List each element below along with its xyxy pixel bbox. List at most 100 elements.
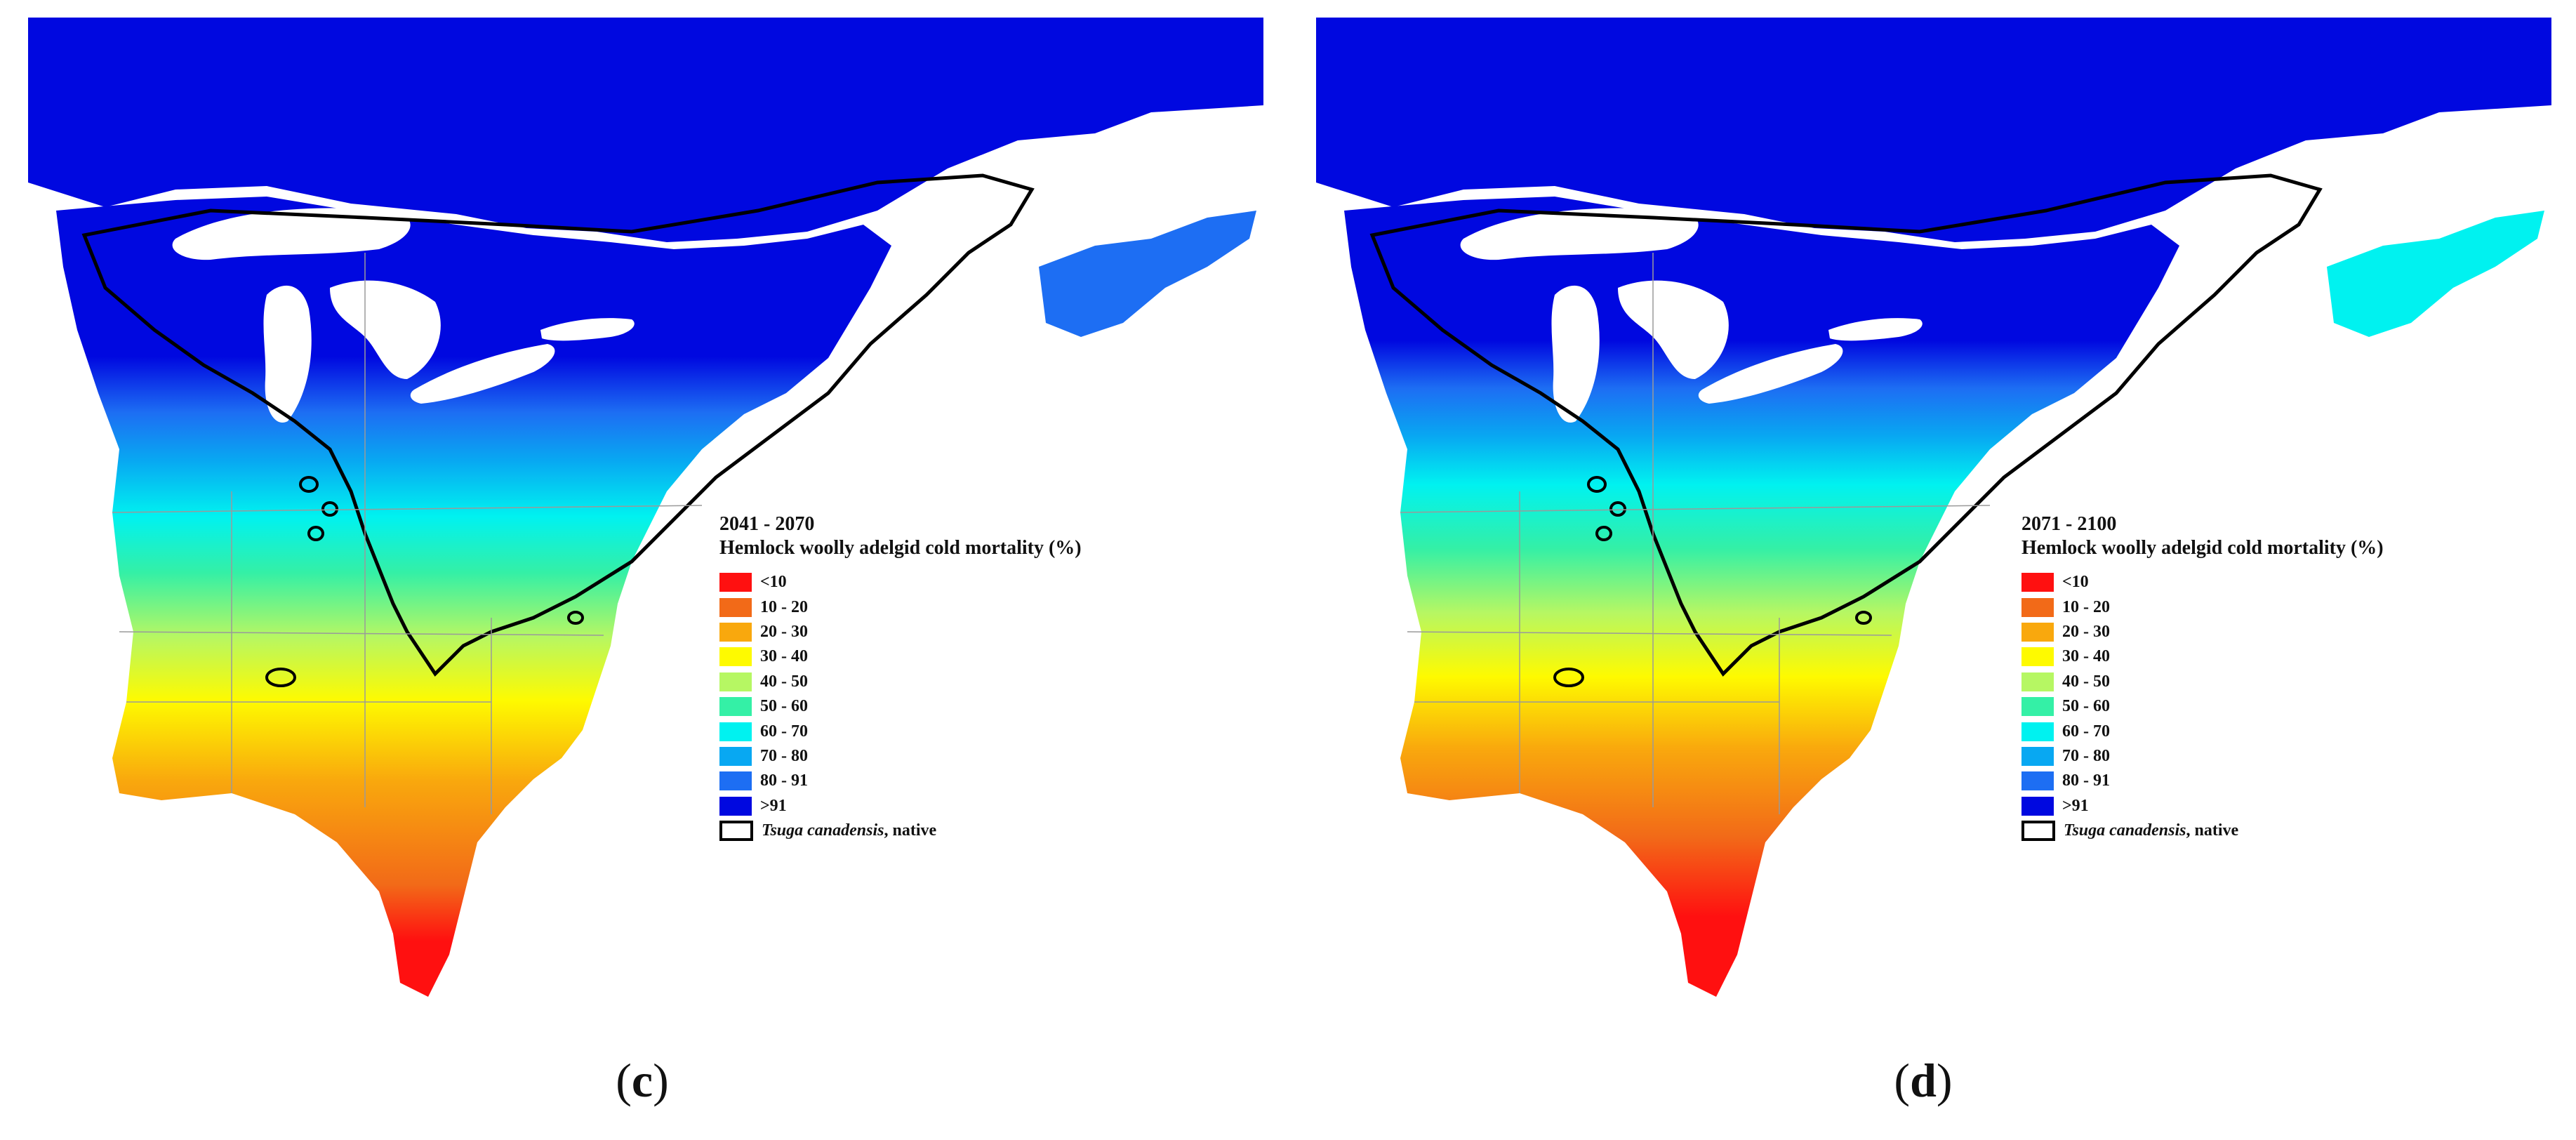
mortality-map-d — [1316, 18, 2551, 997]
maritimes-d — [2327, 211, 2544, 337]
legend-title: Hemlock woolly adelgid cold mortality (%… — [2021, 537, 2384, 559]
lake-erie-c — [410, 344, 555, 404]
native-range-outline-c — [81, 173, 1035, 677]
legend-list: <10 10 - 20 20 - 30 30 - 40 40 - 50 50 - 60 60… — [2021, 570, 2384, 843]
mortality-map-c — [28, 18, 1263, 997]
legend-swatch — [2021, 647, 2054, 667]
legend-item: 60 - 70 — [2021, 719, 2384, 743]
native-range-outline-d — [1369, 173, 2323, 677]
legend-item: 20 - 30 — [2021, 620, 2384, 644]
state-borders-d — [1400, 253, 1991, 814]
legend-label: 60 - 70 — [760, 722, 808, 741]
legend-swatch — [2021, 771, 2054, 791]
maritimes-c — [1039, 211, 1256, 337]
legend-swatch — [2021, 796, 2054, 816]
legend-label: 10 - 20 — [2062, 597, 2110, 616]
legend-item: 10 - 20 — [2021, 595, 2384, 619]
map-area-c — [0, 0, 1288, 1039]
disjunct-range-c1 — [299, 476, 319, 493]
disjunct-range-d3 — [1595, 526, 1612, 541]
lake-ontario-d — [1828, 318, 1923, 341]
legend-label: 80 - 91 — [2062, 771, 2110, 790]
legend-label: 60 - 70 — [2062, 722, 2110, 741]
disjunct-range-d2 — [1609, 501, 1626, 517]
legend-period: 2041 - 2070 — [719, 513, 815, 535]
disjunct-range-c5 — [567, 611, 584, 625]
legend-d: 2071 - 2100 Hemlock woolly adelgid cold … — [2021, 512, 2384, 843]
us-land-d — [1344, 197, 2179, 997]
legend-swatch — [719, 722, 752, 741]
native-range-swatch — [719, 821, 753, 842]
legend-label: 30 - 40 — [2062, 647, 2110, 666]
legend-label: 10 - 20 — [760, 597, 808, 616]
disjunct-range-c2 — [321, 501, 338, 517]
us-land-c — [56, 197, 891, 997]
panel-caption: (c) — [616, 1054, 669, 1107]
legend-swatch — [719, 622, 752, 642]
legend-item: >91 — [2021, 794, 2384, 818]
legend-title: Hemlock woolly adelgid cold mortality (%… — [719, 537, 1082, 559]
legend-label: <10 — [760, 573, 787, 592]
legend-item: 80 - 91 — [719, 769, 1082, 793]
legend-label: 40 - 50 — [2062, 672, 2110, 691]
map-panel-d: 2071 - 2100 Hemlock woolly adelgid cold … — [1288, 0, 2576, 1140]
native-range-swatch — [2021, 821, 2055, 842]
northern-land-c — [28, 18, 1263, 242]
legend-label: 80 - 91 — [760, 771, 808, 790]
legend-item: 50 - 60 — [2021, 694, 2384, 719]
caption-letter: d — [1910, 1054, 1937, 1107]
lake-erie-d — [1698, 344, 1843, 404]
native-range-label: Tsuga canadensis, native — [2064, 821, 2238, 840]
species-suffix: , native — [884, 821, 937, 840]
legend-swatch — [719, 746, 752, 766]
legend-swatch — [719, 647, 752, 667]
legend-item: <10 — [2021, 570, 2384, 595]
disjunct-range-d5 — [1855, 611, 1872, 625]
legend-item: 40 - 50 — [2021, 670, 2384, 694]
panel-caption: (d) — [1894, 1054, 1953, 1107]
legend-swatch — [2021, 746, 2054, 766]
lake-superior-d — [1460, 208, 1699, 260]
legend-swatch — [719, 672, 752, 691]
legend-label: 20 - 30 — [760, 622, 808, 641]
legend-swatch — [719, 573, 752, 592]
legend-item: 50 - 60 — [719, 694, 1082, 719]
legend-item: >91 — [719, 794, 1082, 818]
legend-swatch — [2021, 622, 2054, 642]
legend-item: 40 - 50 — [719, 670, 1082, 694]
disjunct-range-c3 — [307, 526, 324, 541]
state-borders-c — [112, 253, 703, 814]
legend-label: 30 - 40 — [760, 647, 808, 666]
lake-superior-c — [172, 208, 411, 260]
legend-item: <10 — [719, 570, 1082, 595]
map-area-d — [1288, 0, 2576, 1039]
legend-label: 70 - 80 — [2062, 746, 2110, 765]
legend-swatch — [719, 771, 752, 791]
legend-label: 70 - 80 — [760, 746, 808, 765]
disjunct-range-d1 — [1587, 476, 1607, 493]
legend-swatch — [2021, 672, 2054, 691]
native-range-label: Tsuga canadensis, native — [762, 821, 936, 840]
legend-label: >91 — [2062, 796, 2089, 815]
legend-label: 50 - 60 — [2062, 697, 2110, 716]
legend-swatch — [719, 597, 752, 617]
legend-label: >91 — [760, 796, 787, 815]
legend-item: 30 - 40 — [2021, 644, 2384, 669]
caption-letter: c — [631, 1054, 653, 1107]
legend-item: 10 - 20 — [719, 595, 1082, 619]
legend-item: 20 - 30 — [719, 620, 1082, 644]
lake-huron-d — [1618, 280, 1729, 379]
legend-swatch — [719, 796, 752, 816]
lake-michigan-c — [263, 285, 312, 423]
legend-label: 40 - 50 — [760, 672, 808, 691]
legend-label: 20 - 30 — [2062, 622, 2110, 641]
legend-list: <10 10 - 20 20 - 30 30 - 40 40 - 50 50 - 60 60… — [719, 570, 1082, 843]
legend-item: 30 - 40 — [719, 644, 1082, 669]
legend-swatch — [2021, 697, 2054, 717]
lake-huron-c — [330, 280, 441, 379]
legend-c: 2041 - 2070 Hemlock woolly adelgid cold … — [719, 512, 1082, 843]
legend-item: 80 - 91 — [2021, 769, 2384, 793]
disjunct-range-d4 — [1553, 668, 1584, 687]
northern-land-d — [1316, 18, 2551, 242]
legend-label: 50 - 60 — [760, 697, 808, 716]
